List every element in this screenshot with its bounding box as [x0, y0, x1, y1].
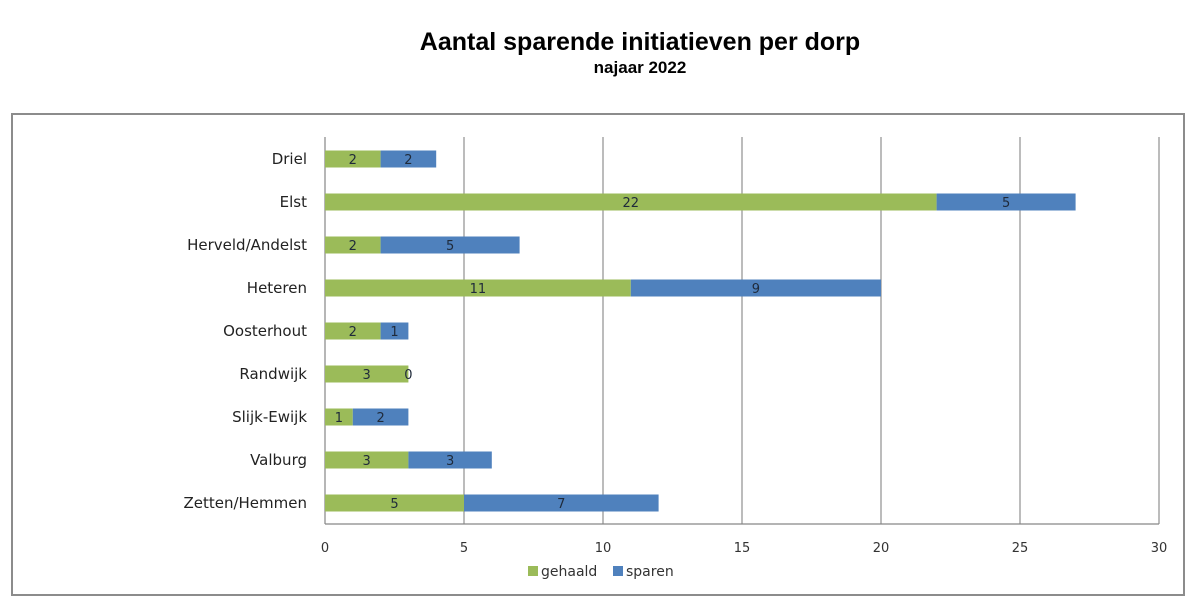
x-tick-labels: 0 5 10 15 20 25 30	[321, 541, 1167, 556]
bar-sparen	[380, 236, 520, 254]
bar-sparen	[380, 322, 409, 340]
category-label: Driel	[272, 150, 307, 168]
legend-label: sparen	[626, 564, 674, 580]
bar-value-label: 1	[390, 325, 398, 340]
x-tick-label: 5	[460, 541, 468, 556]
category-label: Valburg	[250, 451, 307, 469]
bar-sparen	[464, 494, 659, 512]
legend-label: gehaald	[541, 564, 597, 580]
bar-value-label: 22	[623, 196, 640, 211]
bar-gehaald	[325, 322, 381, 340]
bar-value-label: 3	[363, 454, 371, 469]
bar-value-label: 5	[390, 497, 398, 512]
bar-gehaald	[325, 193, 937, 211]
category-label: Slijk-Ewijk	[232, 408, 307, 426]
legend-swatch-gehaald	[528, 566, 538, 576]
category-label: Heteren	[247, 279, 307, 297]
x-tick-label: 20	[873, 541, 890, 556]
category-labels: Driel Elst Herveld/Andelst Heteren Oosterhou…	[183, 150, 307, 512]
legend: gehaald sparen	[528, 564, 674, 580]
bar-value-label: 9	[752, 282, 760, 297]
category-label: Oosterhout	[223, 322, 307, 340]
bar-gehaald	[325, 451, 409, 469]
bar-gehaald	[325, 150, 381, 168]
x-tick-label: 10	[595, 541, 612, 556]
chart-title: Aantal sparende initiatieven per dorp	[419, 28, 861, 56]
chart-subtitle: najaar 2022	[593, 58, 687, 77]
bar-gehaald	[325, 236, 381, 254]
bar-value-label: 3	[446, 454, 454, 469]
x-tick-label: 30	[1151, 541, 1168, 556]
bar-gehaald	[325, 365, 409, 383]
bar-gehaald	[325, 279, 631, 297]
bar-sparen	[380, 150, 437, 168]
bar-value-label: 11	[470, 282, 487, 297]
x-tick-label: 15	[734, 541, 751, 556]
category-label: Herveld/Andelst	[187, 236, 307, 254]
bar-value-label: 1	[335, 411, 343, 426]
bar-value-label: 2	[349, 325, 357, 340]
bar-sparen	[630, 279, 881, 297]
bar-sparen	[936, 193, 1076, 211]
bar-value-label: 2	[376, 411, 384, 426]
bar-gehaald	[325, 408, 353, 426]
bar-sparen	[408, 451, 492, 469]
category-label: Elst	[280, 193, 307, 211]
x-tick-label: 25	[1012, 541, 1029, 556]
bar-sparen	[352, 408, 409, 426]
bar-gehaald	[325, 494, 464, 512]
category-label: Randwijk	[239, 365, 307, 383]
bar-value-label: 0	[404, 368, 412, 383]
bar-value-label: 5	[1002, 196, 1010, 211]
bar-value-label: 2	[349, 239, 357, 254]
bar-value-label: 2	[404, 153, 412, 168]
category-label: Zetten/Hemmen	[183, 494, 307, 512]
bar-value-label: 3	[363, 368, 371, 383]
legend-swatch-sparen	[613, 566, 623, 576]
chart-frame	[11, 113, 1185, 596]
bar-value-label: 7	[557, 497, 565, 512]
bars: 2 222 52 511 92 13 01 23 35 7	[325, 150, 1076, 512]
bar-value-label: 5	[446, 239, 454, 254]
x-tick-label: 0	[321, 541, 329, 556]
bar-value-label: 2	[349, 153, 357, 168]
